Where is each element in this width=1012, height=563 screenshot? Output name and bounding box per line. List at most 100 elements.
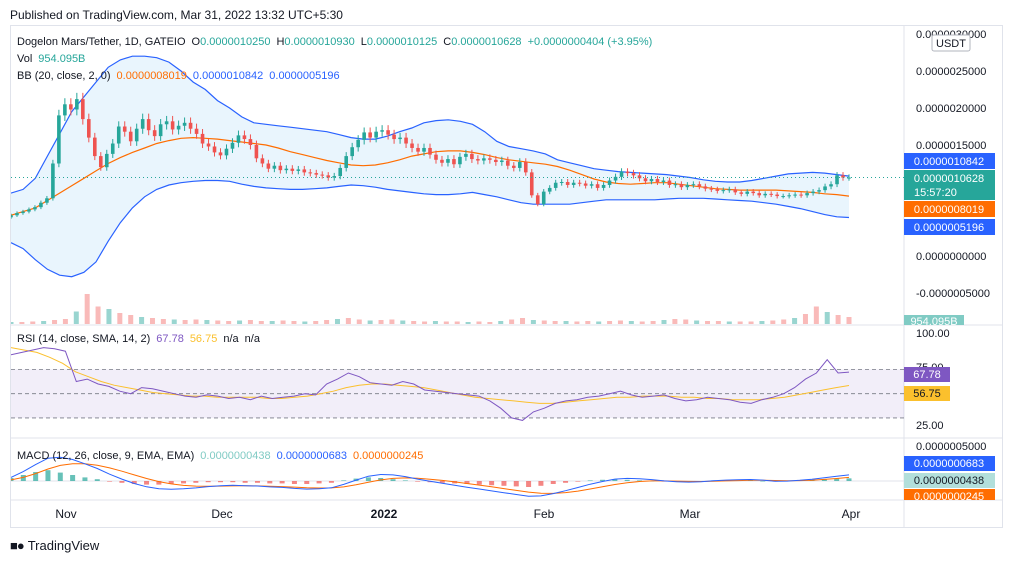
macd-hist-bar (365, 477, 371, 481)
macd-hist-bar (20, 475, 26, 481)
volume-bar (705, 321, 711, 324)
candle-body (541, 191, 546, 205)
volume-bar (30, 321, 36, 324)
rsi-legend: RSI (14, close, SMA, 14, 2) 67.78 56.75 n/a… (17, 333, 266, 345)
candle-body (458, 156, 462, 165)
candle-body (739, 192, 744, 194)
candle-body (583, 183, 588, 186)
candle-body (691, 184, 696, 186)
candle-body (500, 160, 504, 163)
rsi-na-2: n/a (244, 333, 260, 345)
ohlc-high: 0.0000010930 (284, 36, 355, 48)
candle-body (416, 147, 420, 152)
bb-lower-line (11, 179, 850, 278)
candle-body (45, 198, 49, 203)
candle-body (757, 193, 762, 196)
macd-hist-bar (45, 470, 51, 481)
candle-body (823, 186, 827, 191)
currency-button[interactable] (931, 34, 971, 52)
volume-bar (313, 321, 319, 324)
candle-body (266, 163, 271, 169)
candle-body (356, 139, 360, 148)
volume-bar (520, 318, 526, 324)
candle-body (152, 130, 157, 137)
candle-body (326, 175, 331, 178)
candle-body (631, 173, 636, 176)
candle-body (799, 194, 803, 196)
currency-label: USDT (936, 38, 966, 50)
macd-hist-bar (476, 481, 482, 485)
candle-body (679, 184, 684, 188)
volume-bar (182, 320, 188, 324)
footer-brand[interactable]: ■● TradingView (10, 538, 99, 553)
candle-body (332, 176, 337, 178)
candle-body (649, 179, 654, 182)
candle-body (721, 190, 726, 192)
candle-body (290, 168, 295, 171)
volume-bar (378, 320, 384, 324)
volume-bar (607, 321, 613, 324)
volume-bar (454, 321, 460, 324)
candle-body (140, 119, 145, 129)
bb-fill-area (11, 56, 849, 277)
candle-body (559, 182, 564, 183)
macd-hist-bar (402, 480, 408, 481)
published-header: Published on TradingView.com, Mar 31, 20… (10, 8, 343, 22)
volume-bar (106, 309, 112, 324)
candle-body (841, 175, 845, 178)
candle-body (380, 130, 384, 132)
candle-body (769, 193, 773, 195)
volume-bar (541, 320, 547, 324)
candle-body (637, 175, 642, 179)
volume-bar (498, 321, 504, 324)
price-axis-label: 0.0000000000 (916, 251, 986, 263)
candle-body (787, 195, 791, 197)
candle-body (428, 147, 432, 155)
candle-body (39, 202, 43, 208)
macd-hist-bar (415, 481, 421, 482)
candle-body (296, 169, 301, 171)
candle-body (87, 119, 91, 138)
bb-upper-value: 0.0000010842 (192, 70, 264, 82)
volume-bar (617, 320, 623, 324)
macd-hist-bar (168, 481, 174, 484)
time-axis-label: Mar (680, 507, 701, 521)
price-axis-label: 0.0000025000 (916, 66, 986, 78)
chart-frame[interactable]: 0.0000030000 0.0000025000 0.0000020000 0… (10, 25, 1003, 528)
volume-bar (596, 321, 602, 324)
macd-hist-bar (254, 481, 260, 483)
candle-body (158, 124, 163, 137)
candle-body (565, 182, 570, 185)
candle-body (98, 156, 103, 168)
volume-bar (487, 322, 493, 324)
time-axis-label: Feb (534, 507, 555, 521)
candle-body (182, 122, 187, 126)
candle-body (11, 215, 13, 218)
volume-bar (356, 319, 362, 324)
candle-body (224, 148, 229, 156)
volume-bar (291, 321, 297, 324)
candle-body (278, 165, 283, 171)
macd-hist-bar (341, 480, 347, 481)
candle-body (655, 179, 660, 182)
volume-bar (770, 320, 776, 324)
volume-bar (759, 321, 765, 324)
candle-body (733, 189, 738, 193)
candle-body (93, 137, 97, 157)
macd-hist-bar (267, 481, 273, 484)
volume-bar (672, 319, 678, 324)
candle-body (344, 156, 348, 168)
volume-bar (530, 320, 536, 324)
chart-svg[interactable]: 0.0000030000 0.0000025000 0.0000020000 0… (11, 26, 1002, 527)
ohlc-close: 0.0000010628 (451, 36, 522, 48)
tradingview-logo-icon: ■● (10, 538, 25, 553)
volume-bar (149, 318, 155, 324)
volume-bar (661, 320, 667, 324)
candle-body (374, 131, 378, 138)
candle-body (242, 135, 247, 140)
candle-body (661, 180, 666, 182)
volume-bar (11, 322, 14, 324)
candle-body (27, 209, 31, 212)
candle-body (398, 137, 402, 140)
volume-tag (904, 315, 964, 325)
